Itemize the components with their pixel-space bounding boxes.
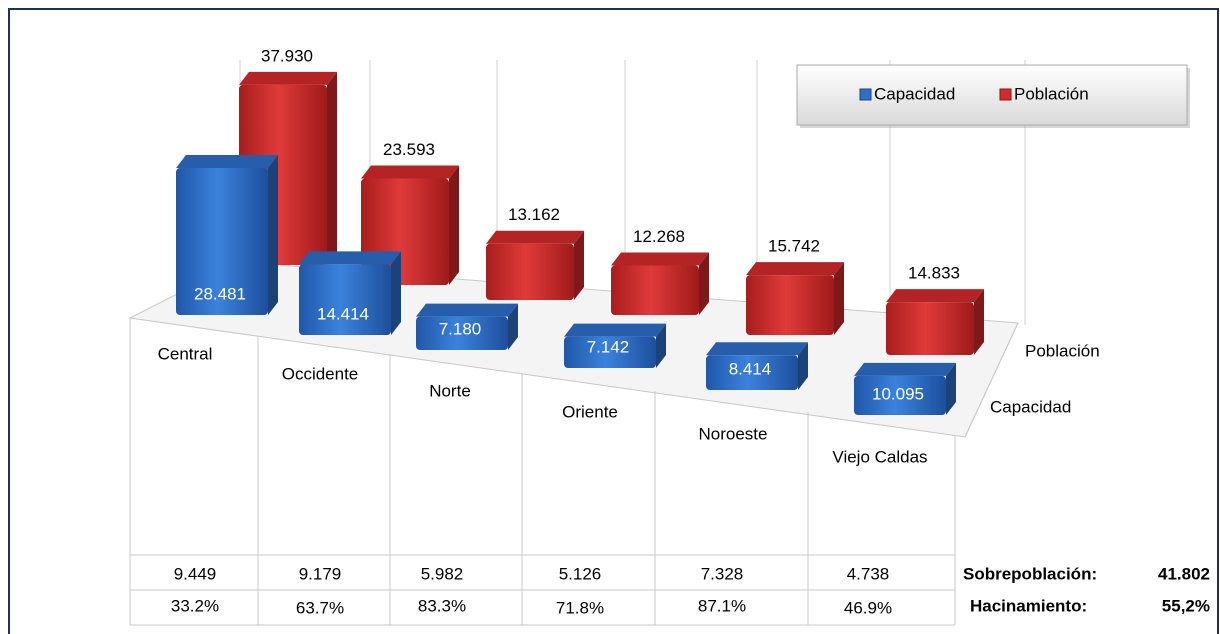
value-label: 23.593	[383, 140, 435, 159]
bar-top	[886, 289, 984, 303]
depth-label: Población	[1025, 341, 1100, 360]
bar	[564, 336, 656, 368]
value-label: 8.414	[729, 359, 772, 378]
bar-side	[327, 71, 337, 266]
depth-label: Capacidad	[990, 397, 1071, 416]
value-label: 15.742	[768, 237, 820, 256]
value-label: 10.095	[872, 384, 924, 403]
bar-side	[798, 342, 808, 390]
table-cell: 9.449	[174, 564, 217, 583]
bar-side	[656, 323, 666, 368]
bar-side	[449, 165, 459, 285]
bar-side	[391, 251, 401, 335]
table-cell: 5.982	[421, 564, 464, 583]
table-cell: 83.3%	[418, 596, 466, 615]
bar-top	[416, 303, 518, 317]
legend-label: Capacidad	[874, 84, 955, 103]
table-cell: 5.126	[559, 564, 602, 583]
table-cell: 9.179	[299, 564, 342, 583]
table-lines	[129, 318, 1019, 626]
bar	[706, 355, 798, 390]
bar-side	[508, 303, 518, 350]
value-label: 13.162	[508, 205, 560, 224]
frame	[8, 8, 1219, 634]
legend-label: Población	[1014, 84, 1089, 103]
value-label: 28.481	[194, 284, 246, 303]
value-label: 7.180	[439, 319, 482, 338]
row-total: 55,2%	[1162, 596, 1210, 615]
row-total: 41.802	[1158, 564, 1210, 583]
table-cell: 46.9%	[844, 598, 892, 617]
bar-top	[299, 251, 401, 265]
x-tick-label: Noroeste	[699, 424, 768, 443]
value-label: 14.833	[908, 264, 960, 283]
bar-top	[239, 71, 337, 85]
bar-top	[746, 262, 844, 276]
table-cell: 63.7%	[296, 598, 344, 617]
row-label: Hacinamiento:	[970, 596, 1087, 615]
bar-side	[699, 252, 709, 315]
table-cell: 7.328	[701, 564, 744, 583]
x-tick-label: Occidente	[282, 364, 359, 383]
bar-top	[361, 165, 459, 179]
bar-top	[611, 252, 709, 266]
bar	[176, 168, 268, 315]
bar	[746, 275, 834, 335]
bar	[611, 265, 699, 315]
bar-side	[574, 230, 584, 300]
table-cell: 87.1%	[698, 596, 746, 615]
value-label: 12.268	[633, 227, 685, 246]
bar-side	[268, 155, 278, 315]
x-tick-label: Central	[158, 344, 213, 363]
table-cell: 4.738	[847, 564, 890, 583]
bar-side	[946, 362, 956, 415]
bar-top	[706, 342, 808, 356]
bar	[886, 302, 974, 355]
row-label: Sobrepoblación:	[963, 564, 1097, 583]
table-cell: 71.8%	[556, 598, 604, 617]
x-tick-label: Norte	[429, 381, 471, 400]
bar	[299, 264, 391, 335]
bar-top	[486, 230, 584, 244]
bar	[486, 243, 574, 300]
bar-side	[834, 262, 844, 335]
legend-swatch	[859, 88, 872, 101]
value-label: 37.930	[261, 46, 313, 65]
table-cell: 33.2%	[171, 596, 219, 615]
x-tick-label: Oriente	[562, 402, 618, 421]
bar-top	[176, 155, 278, 169]
value-label: 14.414	[317, 304, 369, 323]
bar	[854, 375, 946, 415]
bar-top	[564, 323, 666, 337]
value-label: 7.142	[587, 337, 630, 356]
bar	[416, 316, 508, 350]
bar-top	[854, 362, 956, 376]
x-tick-label: Viejo Caldas	[832, 447, 927, 466]
legend-swatch	[999, 88, 1012, 101]
bar-side	[974, 289, 984, 355]
legend	[796, 64, 1190, 128]
